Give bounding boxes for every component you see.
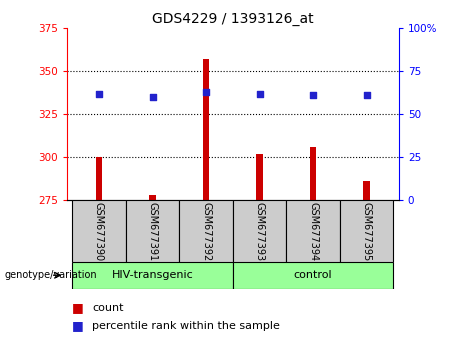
Point bbox=[256, 91, 263, 96]
Bar bbox=[310, 147, 316, 200]
Point bbox=[363, 92, 370, 98]
Bar bbox=[149, 195, 156, 200]
FancyBboxPatch shape bbox=[286, 200, 340, 262]
Text: GSM677393: GSM677393 bbox=[254, 202, 265, 261]
Bar bbox=[256, 154, 263, 200]
Text: GSM677391: GSM677391 bbox=[148, 202, 158, 261]
Point bbox=[309, 92, 317, 98]
Text: GSM677394: GSM677394 bbox=[308, 202, 318, 261]
FancyBboxPatch shape bbox=[179, 200, 233, 262]
Text: HIV-transgenic: HIV-transgenic bbox=[112, 270, 193, 280]
Text: ■: ■ bbox=[71, 302, 83, 314]
Point bbox=[95, 91, 103, 96]
Point bbox=[149, 94, 156, 100]
FancyBboxPatch shape bbox=[340, 200, 393, 262]
FancyBboxPatch shape bbox=[233, 262, 393, 289]
Text: count: count bbox=[92, 303, 124, 313]
FancyBboxPatch shape bbox=[72, 262, 233, 289]
Bar bbox=[363, 181, 370, 200]
FancyBboxPatch shape bbox=[233, 200, 286, 262]
Bar bbox=[96, 157, 102, 200]
Text: control: control bbox=[294, 270, 332, 280]
FancyBboxPatch shape bbox=[126, 200, 179, 262]
Text: GSM677390: GSM677390 bbox=[94, 202, 104, 261]
Bar bbox=[203, 59, 209, 200]
Text: GSM677395: GSM677395 bbox=[361, 202, 372, 261]
Text: genotype/variation: genotype/variation bbox=[5, 270, 97, 280]
FancyBboxPatch shape bbox=[72, 200, 126, 262]
Point bbox=[202, 89, 210, 95]
Text: percentile rank within the sample: percentile rank within the sample bbox=[92, 321, 280, 331]
Text: GSM677392: GSM677392 bbox=[201, 202, 211, 261]
Text: ■: ■ bbox=[71, 319, 83, 332]
Title: GDS4229 / 1393126_at: GDS4229 / 1393126_at bbox=[152, 12, 313, 26]
